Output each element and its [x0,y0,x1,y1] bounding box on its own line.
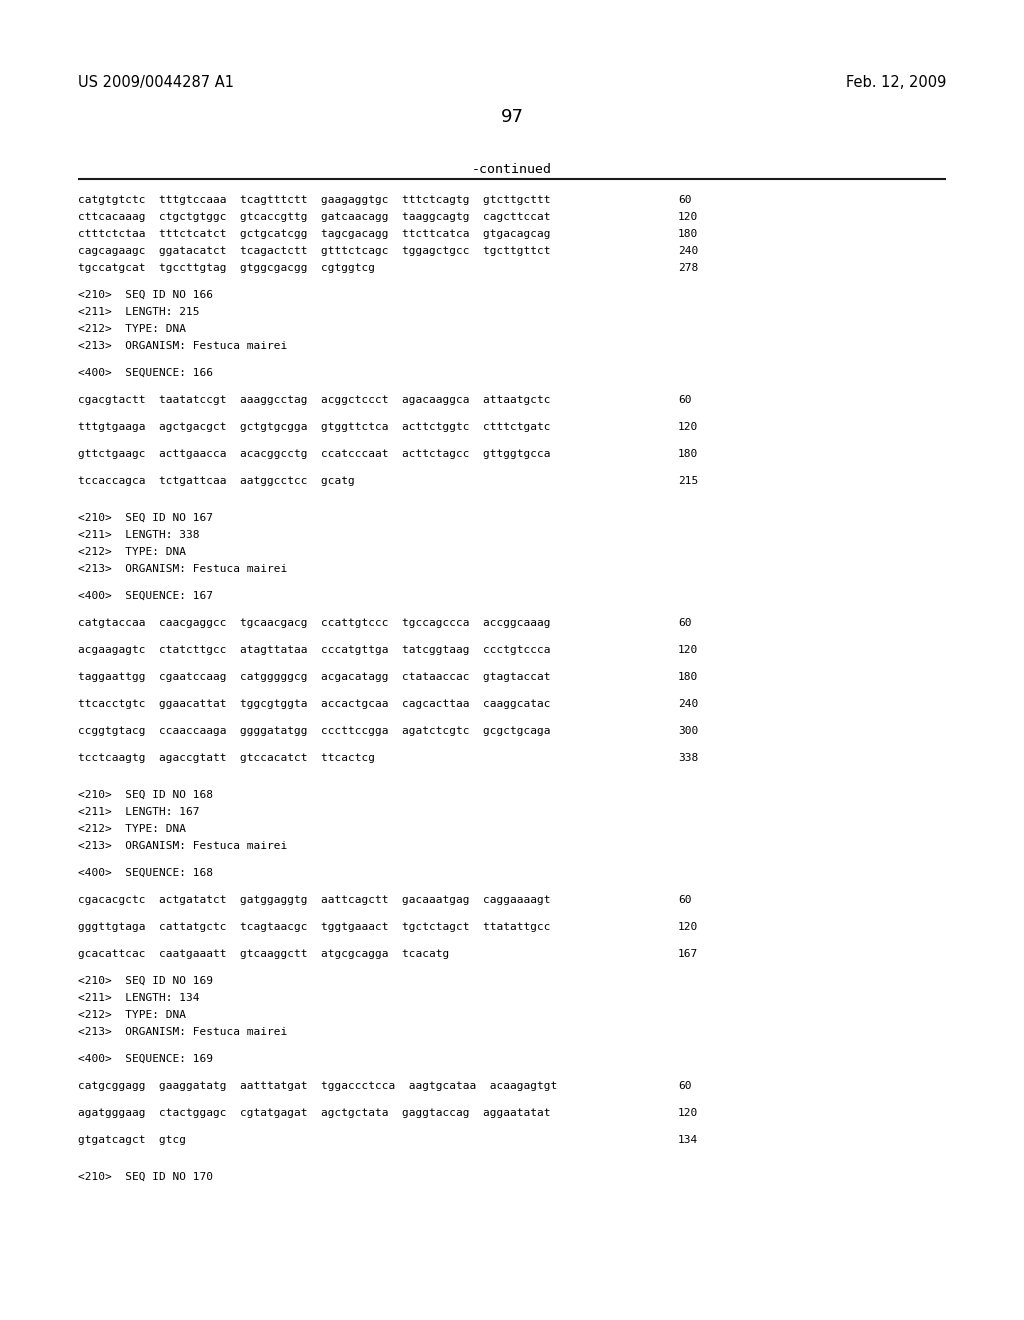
Text: ctttctctaa  tttctcatct  gctgcatcgg  tagcgacagg  ttcttcatca  gtgacagcag: ctttctctaa tttctcatct gctgcatcgg tagcgac… [78,228,551,239]
Text: <210>  SEQ ID NO 170: <210> SEQ ID NO 170 [78,1172,213,1181]
Text: <212>  TYPE: DNA: <212> TYPE: DNA [78,824,186,834]
Text: <211>  LENGTH: 134: <211> LENGTH: 134 [78,993,200,1003]
Text: 60: 60 [678,1081,691,1092]
Text: 120: 120 [678,1107,698,1118]
Text: <400>  SEQUENCE: 166: <400> SEQUENCE: 166 [78,368,213,378]
Text: Feb. 12, 2009: Feb. 12, 2009 [846,75,946,90]
Text: 60: 60 [678,895,691,906]
Text: 120: 120 [678,213,698,222]
Text: 167: 167 [678,949,698,960]
Text: tccaccagca  tctgattcaa  aatggcctcc  gcatg: tccaccagca tctgattcaa aatggcctcc gcatg [78,477,354,486]
Text: cttcacaaag  ctgctgtggc  gtcaccgttg  gatcaacagg  taaggcagtg  cagcttccat: cttcacaaag ctgctgtggc gtcaccgttg gatcaac… [78,213,551,222]
Text: tttgtgaaga  agctgacgct  gctgtgcgga  gtggttctca  acttctggtc  ctttctgatc: tttgtgaaga agctgacgct gctgtgcgga gtggttc… [78,422,551,432]
Text: gtgatcagct  gtcg: gtgatcagct gtcg [78,1135,186,1144]
Text: catgcggagg  gaaggatatg  aatttatgat  tggaccctcca  aagtgcataa  acaagagtgt: catgcggagg gaaggatatg aatttatgat tggaccc… [78,1081,557,1092]
Text: <211>  LENGTH: 338: <211> LENGTH: 338 [78,531,200,540]
Text: ttcacctgtc  ggaacattat  tggcgtggta  accactgcaa  cagcacttaa  caaggcatac: ttcacctgtc ggaacattat tggcgtggta accactg… [78,700,551,709]
Text: <210>  SEQ ID NO 167: <210> SEQ ID NO 167 [78,513,213,523]
Text: tcctcaagtg  agaccgtatt  gtccacatct  ttcactcg: tcctcaagtg agaccgtatt gtccacatct ttcactc… [78,752,375,763]
Text: 240: 240 [678,700,698,709]
Text: 60: 60 [678,195,691,205]
Text: 60: 60 [678,395,691,405]
Text: acgaagagtc  ctatcttgcc  atagttataa  cccatgttga  tatcggtaag  ccctgtccca: acgaagagtc ctatcttgcc atagttataa cccatgt… [78,645,551,655]
Text: 60: 60 [678,618,691,628]
Text: <210>  SEQ ID NO 166: <210> SEQ ID NO 166 [78,290,213,300]
Text: 180: 180 [678,449,698,459]
Text: <212>  TYPE: DNA: <212> TYPE: DNA [78,546,186,557]
Text: cgacacgctc  actgatatct  gatggaggtg  aattcagctt  gacaaatgag  caggaaaagt: cgacacgctc actgatatct gatggaggtg aattcag… [78,895,551,906]
Text: 134: 134 [678,1135,698,1144]
Text: cagcagaagc  ggatacatct  tcagactctt  gtttctcagc  tggagctgcc  tgcttgttct: cagcagaagc ggatacatct tcagactctt gtttctc… [78,246,551,256]
Text: <211>  LENGTH: 167: <211> LENGTH: 167 [78,807,200,817]
Text: <212>  TYPE: DNA: <212> TYPE: DNA [78,323,186,334]
Text: <400>  SEQUENCE: 167: <400> SEQUENCE: 167 [78,591,213,601]
Text: catgtaccaa  caacgaggcc  tgcaacgacg  ccattgtccc  tgccagccca  accggcaaag: catgtaccaa caacgaggcc tgcaacgacg ccattgt… [78,618,551,628]
Text: cgacgtactt  taatatccgt  aaaggcctag  acggctccct  agacaaggca  attaatgctc: cgacgtactt taatatccgt aaaggcctag acggctc… [78,395,551,405]
Text: 215: 215 [678,477,698,486]
Text: 300: 300 [678,726,698,737]
Text: 120: 120 [678,921,698,932]
Text: 180: 180 [678,672,698,682]
Text: <213>  ORGANISM: Festuca mairei: <213> ORGANISM: Festuca mairei [78,564,288,574]
Text: 120: 120 [678,422,698,432]
Text: 120: 120 [678,645,698,655]
Text: 278: 278 [678,263,698,273]
Text: ccggtgtacg  ccaaccaaga  ggggatatgg  cccttccgga  agatctcgtc  gcgctgcaga: ccggtgtacg ccaaccaaga ggggatatgg cccttcc… [78,726,551,737]
Text: <400>  SEQUENCE: 168: <400> SEQUENCE: 168 [78,869,213,878]
Text: US 2009/0044287 A1: US 2009/0044287 A1 [78,75,234,90]
Text: 97: 97 [501,108,523,125]
Text: 180: 180 [678,228,698,239]
Text: <210>  SEQ ID NO 168: <210> SEQ ID NO 168 [78,789,213,800]
Text: 240: 240 [678,246,698,256]
Text: <210>  SEQ ID NO 169: <210> SEQ ID NO 169 [78,975,213,986]
Text: 338: 338 [678,752,698,763]
Text: -continued: -continued [472,162,552,176]
Text: gttctgaagc  acttgaacca  acacggcctg  ccatcccaat  acttctagcc  gttggtgcca: gttctgaagc acttgaacca acacggcctg ccatccc… [78,449,551,459]
Text: agatgggaag  ctactggagc  cgtatgagat  agctgctata  gaggtaccag  aggaatatat: agatgggaag ctactggagc cgtatgagat agctgct… [78,1107,551,1118]
Text: <213>  ORGANISM: Festuca mairei: <213> ORGANISM: Festuca mairei [78,1027,288,1038]
Text: gcacattcac  caatgaaatt  gtcaaggctt  atgcgcagga  tcacatg: gcacattcac caatgaaatt gtcaaggctt atgcgca… [78,949,450,960]
Text: <213>  ORGANISM: Festuca mairei: <213> ORGANISM: Festuca mairei [78,841,288,851]
Text: taggaattgg  cgaatccaag  catgggggcg  acgacatagg  ctataaccac  gtagtaccat: taggaattgg cgaatccaag catgggggcg acgacat… [78,672,551,682]
Text: <211>  LENGTH: 215: <211> LENGTH: 215 [78,308,200,317]
Text: tgccatgcat  tgccttgtag  gtggcgacgg  cgtggtcg: tgccatgcat tgccttgtag gtggcgacgg cgtggtc… [78,263,375,273]
Text: catgtgtctc  tttgtccaaa  tcagtttctt  gaagaggtgc  tttctcagtg  gtcttgcttt: catgtgtctc tttgtccaaa tcagtttctt gaagagg… [78,195,551,205]
Text: <212>  TYPE: DNA: <212> TYPE: DNA [78,1010,186,1020]
Text: gggttgtaga  cattatgctc  tcagtaacgc  tggtgaaact  tgctctagct  ttatattgcc: gggttgtaga cattatgctc tcagtaacgc tggtgaa… [78,921,551,932]
Text: <213>  ORGANISM: Festuca mairei: <213> ORGANISM: Festuca mairei [78,341,288,351]
Text: <400>  SEQUENCE: 169: <400> SEQUENCE: 169 [78,1053,213,1064]
